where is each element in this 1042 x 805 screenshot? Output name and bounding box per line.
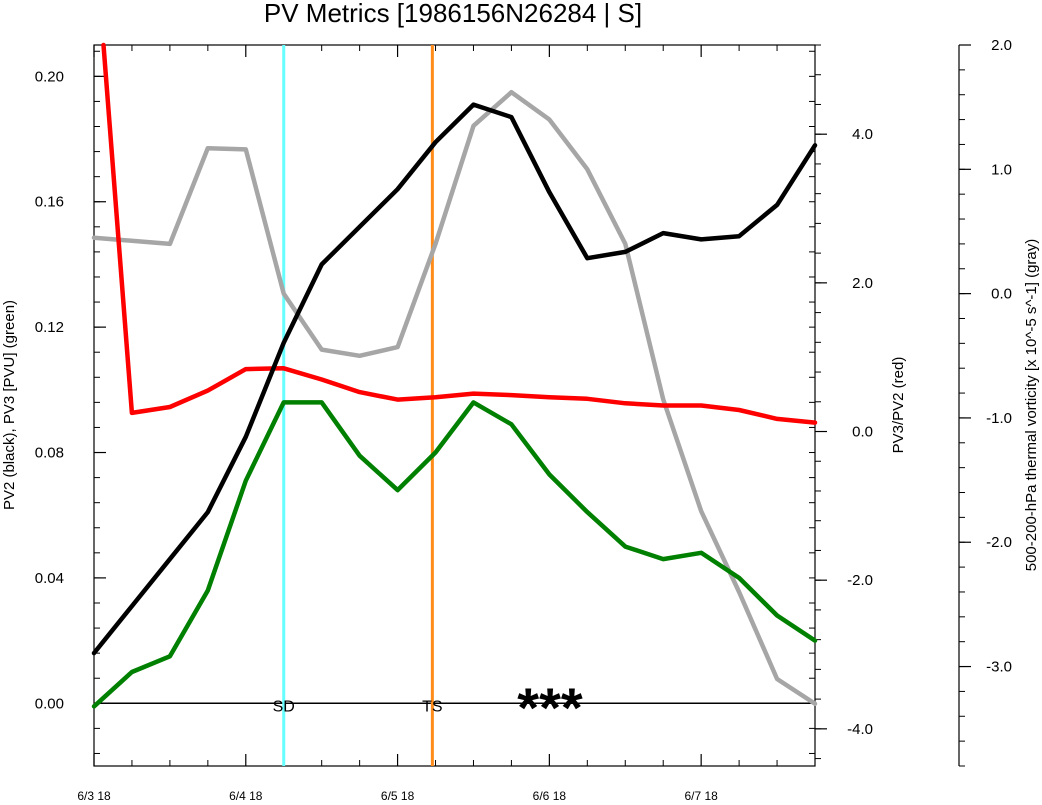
- pv3-series-line: [91, 400, 818, 709]
- chart-title: PV Metrics [1986156N26284 | S]: [264, 0, 642, 28]
- vorticity-tick-label: 1.0: [991, 161, 1012, 178]
- x-tick-label: 6/4 18: [229, 789, 263, 803]
- right-axis-vorticity-title: 500-200-hPa thermal vorticity [x 10^-5 s…: [1023, 239, 1040, 572]
- vorticity-tick-label: -2.0: [986, 534, 1012, 551]
- ratio-tick-label: -2.0: [847, 572, 873, 589]
- vorticity-tick-label: 2.0: [991, 37, 1012, 54]
- plot-frame: [93, 44, 816, 767]
- x-tick-label: 6/6 18: [533, 789, 567, 803]
- x-tick-label: 6/3 18: [77, 789, 111, 803]
- plot-content: SD TS: [91, 42, 818, 766]
- x-tick-label: 6/7 18: [684, 789, 718, 803]
- left-tick-label: 0.12: [35, 319, 64, 336]
- left-axis-title: PV2 (black), PV3 [PVU] (green): [1, 300, 18, 510]
- right-axis-vorticity: -3.0 -2.0 -1.0 0.0 1.0 2.0: [958, 37, 1012, 767]
- vorticity-tick-label: -3.0: [986, 659, 1012, 676]
- ratio-tick-label: -4.0: [847, 721, 873, 738]
- left-axis: 0.00 0.04 0.08 0.12 0.16 0.20: [35, 50, 815, 754]
- left-tick-label: 0.20: [35, 68, 64, 85]
- thermal-vorticity-series-line: [91, 89, 818, 707]
- pv-ratio-series-line: [101, 42, 818, 425]
- left-tick-label: 0.16: [35, 194, 64, 211]
- event-label-sd: SD: [273, 698, 295, 715]
- right-axis-ratio: -4.0 -2.0 0.0 2.0 4.0: [815, 44, 873, 760]
- left-tick-label: 0.08: [35, 445, 64, 462]
- ratio-tick-label: 4.0: [852, 126, 873, 143]
- vorticity-tick-label: -1.0: [986, 410, 1012, 427]
- x-tick-label: 6/5 18: [381, 789, 415, 803]
- pv2-series-line: [91, 102, 818, 656]
- left-tick-label: 0.00: [35, 695, 64, 712]
- ratio-tick-label: 0.0: [852, 424, 873, 441]
- right-axis-ratio-title: PV3/PV2 (red): [890, 357, 907, 454]
- event-label-ts: TS: [422, 698, 442, 715]
- marker-stars: ***: [517, 676, 583, 739]
- vorticity-tick-label: 0.0: [991, 286, 1012, 303]
- ratio-tick-label: 2.0: [852, 275, 873, 292]
- left-tick-label: 0.04: [35, 570, 64, 587]
